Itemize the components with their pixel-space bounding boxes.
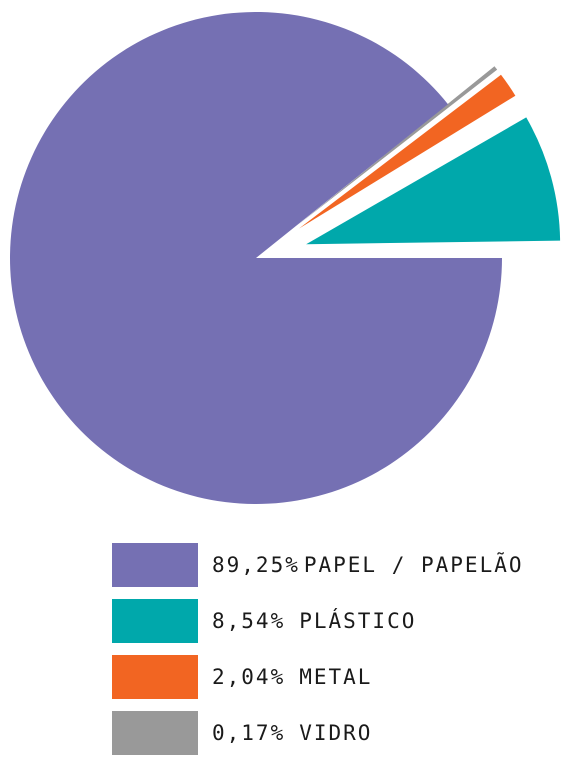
legend-percent-plastico: 8,54% — [212, 609, 286, 633]
pie-slice-vidro — [296, 66, 498, 226]
legend-item-metal: 2,04% METAL — [112, 655, 580, 699]
legend: 89,25% PAPEL / PAPELÃO 8,54% PLÁSTICO 2,… — [112, 543, 580, 767]
pie-slice-plástico — [306, 117, 561, 245]
pie-slice-metal — [298, 74, 516, 229]
legend-item-papel: 89,25% PAPEL / PAPELÃO — [112, 543, 580, 587]
legend-item-vidro: 0,17% VIDRO — [112, 711, 580, 755]
legend-label-plastico: PLÁSTICO — [299, 609, 417, 633]
legend-swatch-plastico — [112, 599, 198, 643]
legend-label-vidro: VIDRO — [299, 721, 373, 745]
legend-label-papel: PAPEL / PAPELÃO — [303, 553, 524, 577]
pie-slice-papel-papelão — [9, 12, 503, 505]
legend-percent-papel: 89,25% — [212, 553, 300, 577]
legend-swatch-vidro — [112, 711, 198, 755]
pie-chart — [9, 12, 561, 505]
legend-percent-metal: 2,04% — [212, 665, 286, 689]
legend-swatch-metal — [112, 655, 198, 699]
legend-item-plastico: 8,54% PLÁSTICO — [112, 599, 580, 643]
legend-label-metal: METAL — [299, 665, 373, 689]
legend-percent-vidro: 0,17% — [212, 721, 286, 745]
legend-swatch-papel — [112, 543, 198, 587]
